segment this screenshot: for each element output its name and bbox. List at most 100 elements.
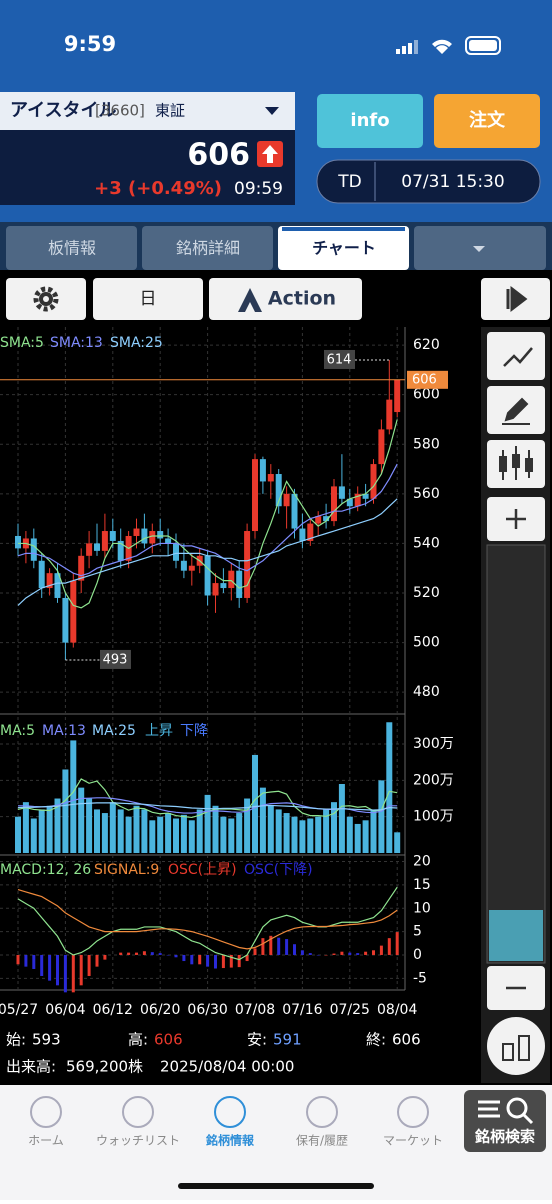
osc-bar (24, 955, 27, 967)
osc-bar (364, 952, 367, 955)
action-label: Action (268, 288, 336, 310)
candle-body (134, 529, 140, 536)
y-tick-label: 15 (413, 877, 431, 893)
volume-bar (70, 740, 76, 853)
legend-item: SIGNAL:9 (94, 862, 159, 878)
nav-label[interactable]: 銘柄情報 (206, 1133, 255, 1148)
osc-bar (159, 953, 162, 955)
osc-bar (40, 955, 43, 976)
osc-bar (135, 953, 138, 955)
price-change: +3 (+0.49%) (94, 178, 222, 199)
osc-bar (214, 955, 217, 969)
candle-body (394, 380, 400, 412)
y-tick-label: 20 (413, 854, 431, 870)
nav-label[interactable]: マーケット (383, 1134, 443, 1148)
y-tick-label: 520 (413, 585, 440, 601)
zoom-track[interactable] (487, 545, 545, 963)
volume-bar (213, 806, 219, 853)
info-value: 606 (392, 1031, 421, 1049)
osc-bar (17, 955, 20, 964)
rotate-button[interactable] (487, 1017, 545, 1075)
osc-bar (80, 955, 83, 985)
td-datetime: 07/31 15:30 (401, 172, 504, 192)
volume-bar (126, 817, 132, 853)
volume-bar (31, 819, 37, 854)
candle-body (173, 543, 179, 560)
info-value: 606 (154, 1031, 183, 1049)
tab-label: 銘柄詳細 (176, 239, 240, 258)
order-label[interactable]: 注文 (469, 109, 506, 131)
nav-label[interactable]: ホーム (28, 1134, 64, 1148)
candle-body (189, 566, 195, 571)
volume-bar (220, 817, 226, 853)
info-label[interactable]: info (350, 110, 389, 131)
osc-bar (151, 952, 154, 955)
osc-bar (254, 948, 257, 955)
x-tick-label: 08/04 (377, 1002, 417, 1018)
y-tick-label: 480 (413, 684, 440, 700)
tab-label: 板情報 (48, 239, 96, 258)
y-tick-label: 560 (413, 486, 440, 502)
y-tick-label: 100万 (413, 809, 454, 825)
osc-bar (309, 953, 312, 955)
y-tick-label: 0 (413, 947, 422, 963)
candle-body (371, 464, 377, 499)
nav-label[interactable]: 保有/履歴 (296, 1134, 348, 1148)
osc-bar (182, 955, 185, 961)
y-tick-label: 540 (413, 535, 440, 551)
y-tick-label: 300万 (413, 736, 454, 752)
volume-bar (165, 813, 171, 853)
osc-bar (340, 952, 343, 955)
osc-bar (88, 955, 91, 976)
osc-bar (348, 953, 351, 955)
market: 東証 (155, 102, 185, 120)
volume-bar (39, 809, 45, 853)
x-tick-label: 06/30 (187, 1002, 227, 1018)
chart-bg (0, 270, 552, 1085)
price-time: 09:59 (234, 179, 283, 199)
volume-bar (371, 809, 377, 853)
period-label: 日 (140, 289, 157, 309)
tab-label: チャート (312, 239, 376, 258)
volume-bar (23, 802, 29, 853)
info-value: 591 (273, 1031, 302, 1049)
volume-bar (355, 824, 361, 853)
candle-body (110, 531, 116, 541)
volume-bar (260, 788, 266, 853)
zoom-thumb[interactable] (489, 910, 543, 961)
candle-body (268, 474, 274, 481)
volume-bar (141, 809, 147, 853)
nav-label[interactable]: ウォッチリスト (96, 1134, 180, 1148)
volume-info-label: 出来高: (6, 1058, 56, 1076)
candle-body (102, 531, 108, 551)
osc-bar (206, 955, 209, 967)
volume-bar (347, 817, 353, 853)
volume-bar (118, 809, 124, 853)
candle-body (157, 531, 163, 538)
osc-bar (96, 955, 99, 967)
volume-bar (339, 784, 345, 853)
info-label: 始: (6, 1031, 26, 1049)
volume-bar (86, 799, 92, 853)
legend-item: SMA:5 (0, 335, 44, 351)
y-tick-label: 500 (413, 635, 440, 651)
volume-bar (78, 788, 84, 853)
x-tick-label: 06/12 (93, 1002, 133, 1018)
osc-bar (396, 932, 399, 955)
osc-bar (261, 938, 264, 955)
candle-body (86, 543, 92, 555)
osc-bar (175, 955, 178, 957)
candle-body (252, 459, 258, 531)
y-tick-label: 600 (413, 387, 440, 403)
x-tick-label: 07/16 (282, 1002, 322, 1018)
tool-trend[interactable] (487, 332, 545, 380)
volume-bar (15, 817, 21, 853)
legend-item: SMA:25 (110, 335, 163, 351)
volume-bar (363, 820, 369, 853)
osc-bar (198, 955, 201, 964)
legend-item: OSC(下降) (244, 862, 313, 878)
candle-body (39, 561, 45, 588)
osc-bar (333, 954, 336, 955)
nav-label[interactable]: 銘柄検索 (475, 1128, 535, 1146)
td-label: TD (337, 172, 361, 192)
